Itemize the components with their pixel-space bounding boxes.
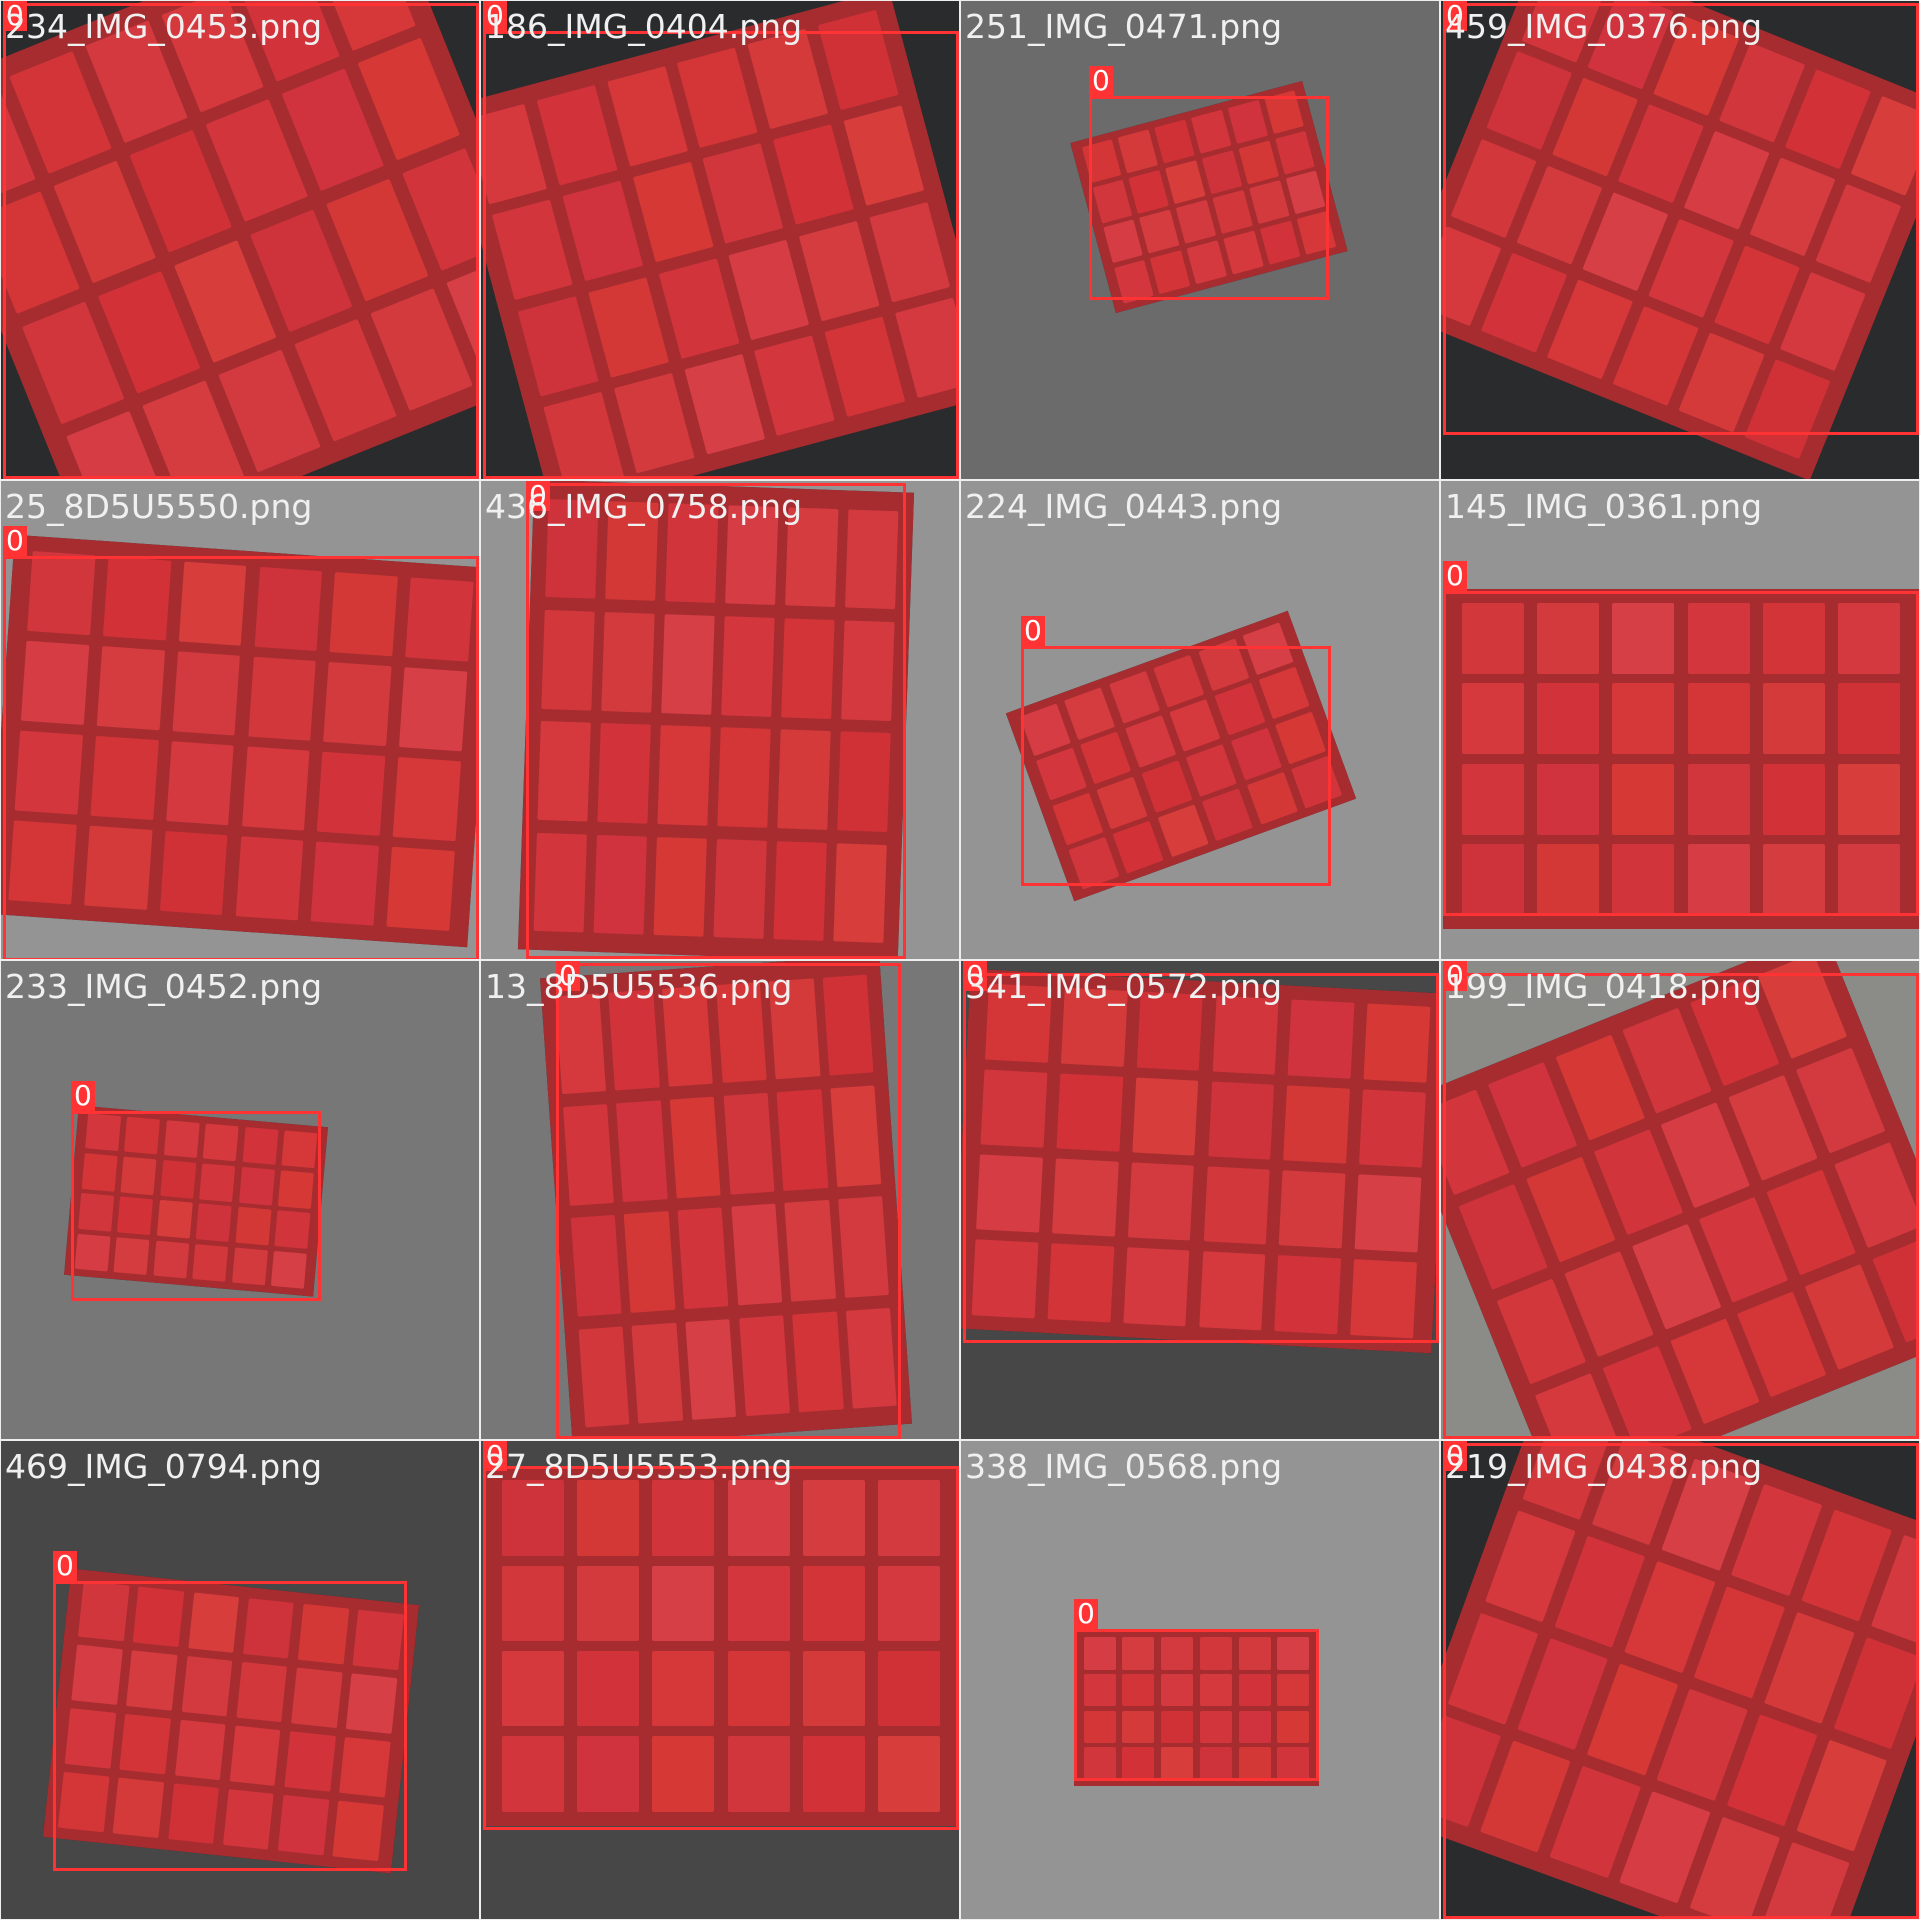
mosaic-tile: 0 233_IMG_0452.png bbox=[0, 960, 480, 1440]
filename-label: 338_IMG_0568.png bbox=[965, 1447, 1283, 1486]
mosaic-tile: 0 234_IMG_0453.png bbox=[0, 0, 480, 480]
class-label: 0 bbox=[483, 1441, 507, 1471]
class-label: 0 bbox=[71, 1081, 95, 1111]
detection-box bbox=[71, 1111, 321, 1301]
color-checker-chart bbox=[1443, 589, 1919, 929]
filename-label: 27_8D5U5553.png bbox=[485, 1447, 793, 1486]
detection-box bbox=[1443, 1443, 1919, 1919]
filename-label: 199_IMG_0418.png bbox=[1445, 967, 1763, 1006]
mosaic-tile: 0 145_IMG_0361.png bbox=[1440, 480, 1920, 960]
filename-label: 459_IMG_0376.png bbox=[1445, 7, 1763, 46]
class-label: 0 bbox=[1443, 1, 1467, 31]
filename-label: 186_IMG_0404.png bbox=[485, 7, 803, 46]
mosaic-tile: 0 224_IMG_0443.png bbox=[960, 480, 1440, 960]
class-label: 0 bbox=[53, 1551, 77, 1581]
mosaic-tile: 0 25_8D5U5550.png bbox=[0, 480, 480, 960]
class-label: 0 bbox=[1443, 961, 1467, 991]
mosaic-tile: 0 219_IMG_0438.png bbox=[1440, 1440, 1920, 1920]
mosaic-tile: 0 436_IMG_0758.png bbox=[480, 480, 960, 960]
mosaic-tile: 0 27_8D5U5553.png bbox=[480, 1440, 960, 1920]
mosaic-tile: 0 341_IMG_0572.png bbox=[960, 960, 1440, 1440]
detection-box bbox=[526, 483, 906, 959]
mosaic-tile: 0 251_IMG_0471.png bbox=[960, 0, 1440, 480]
class-label: 0 bbox=[526, 481, 550, 511]
segmentation-mask bbox=[1074, 1631, 1319, 1786]
class-label: 0 bbox=[1443, 1441, 1467, 1471]
detection-box bbox=[1074, 1629, 1319, 1781]
filename-label: 436_IMG_0758.png bbox=[485, 487, 803, 526]
detection-box bbox=[1443, 3, 1919, 435]
class-label: 0 bbox=[1443, 561, 1467, 591]
mosaic-tile: 0 459_IMG_0376.png bbox=[1440, 0, 1920, 480]
detection-box bbox=[53, 1581, 407, 1871]
filename-label: 145_IMG_0361.png bbox=[1445, 487, 1763, 526]
class-label: 0 bbox=[3, 1, 27, 31]
class-label: 0 bbox=[3, 526, 27, 556]
detection-box bbox=[3, 3, 479, 479]
detection-box bbox=[556, 963, 901, 1439]
mosaic-tile: 0 338_IMG_0568.png bbox=[960, 1440, 1440, 1920]
mosaic-tile: 0 13_8D5U5536.png bbox=[480, 960, 960, 1440]
detection-box bbox=[1021, 646, 1331, 886]
filename-label: 341_IMG_0572.png bbox=[965, 967, 1283, 1006]
detection-box bbox=[963, 973, 1439, 1343]
detection-box bbox=[483, 1466, 959, 1830]
mosaic-tile: 0 186_IMG_0404.png bbox=[480, 0, 960, 480]
filename-label: 251_IMG_0471.png bbox=[965, 7, 1283, 46]
segmentation-mask bbox=[483, 1466, 959, 1826]
mosaic-tile: 0 199_IMG_0418.png bbox=[1440, 960, 1920, 1440]
class-label: 0 bbox=[483, 1, 507, 31]
class-label: 0 bbox=[1021, 616, 1045, 646]
detection-box bbox=[1443, 973, 1919, 1439]
color-checker-chart bbox=[1074, 1631, 1319, 1786]
class-label: 0 bbox=[556, 961, 580, 991]
filename-label: 13_8D5U5536.png bbox=[485, 967, 793, 1006]
filename-label: 25_8D5U5550.png bbox=[5, 487, 313, 526]
filename-label: 469_IMG_0794.png bbox=[5, 1447, 323, 1486]
segmentation-mask bbox=[1443, 589, 1919, 929]
detection-box bbox=[3, 556, 479, 959]
filename-label: 234_IMG_0453.png bbox=[5, 7, 323, 46]
filename-label: 233_IMG_0452.png bbox=[5, 967, 323, 1006]
color-checker-chart bbox=[483, 1466, 959, 1826]
class-label: 0 bbox=[1074, 1599, 1098, 1629]
detection-box bbox=[1443, 591, 1919, 916]
detection-box bbox=[1089, 96, 1329, 300]
class-label: 0 bbox=[963, 961, 987, 991]
filename-label: 224_IMG_0443.png bbox=[965, 487, 1283, 526]
detection-box bbox=[483, 31, 959, 479]
filename-label: 219_IMG_0438.png bbox=[1445, 1447, 1763, 1486]
class-label: 0 bbox=[1089, 66, 1113, 96]
mosaic-tile: 0 469_IMG_0794.png bbox=[0, 1440, 480, 1920]
